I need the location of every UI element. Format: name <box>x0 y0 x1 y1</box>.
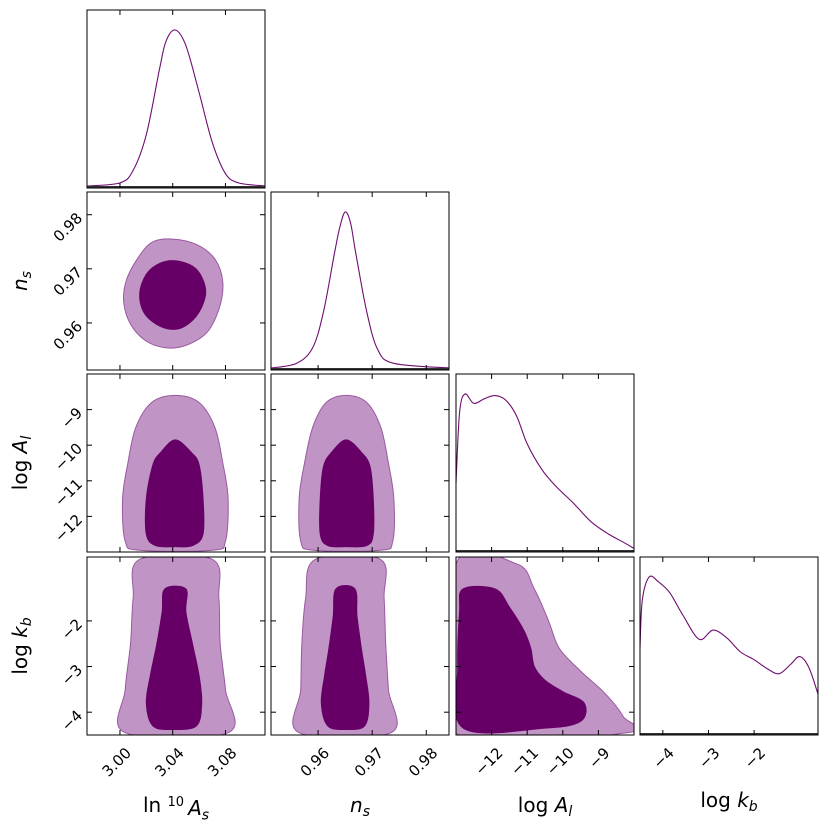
x-axis-label-ns: ns <box>350 793 370 820</box>
joint-panel-logAl-logkb <box>455 556 635 736</box>
x-tick-label-lnAs: 3.04 <box>151 744 187 780</box>
x-tick-label-ns: 0.97 <box>351 744 387 780</box>
x-tick-label-logkb: −3 <box>695 744 723 772</box>
x-tick-label-lnAs: 3.08 <box>204 744 240 780</box>
x-tick-label-logAl: −11 <box>507 744 542 779</box>
contour-group <box>298 394 395 552</box>
x-tick-label-logAl: −9 <box>585 744 613 772</box>
label-prefix: ln <box>143 793 168 817</box>
contour-68 <box>320 585 370 731</box>
panel-frame <box>86 9 266 189</box>
label-sub: s <box>202 807 209 823</box>
y-tick-label-logkb: −3 <box>58 661 86 689</box>
y-axis-label-logAl: log Al <box>8 436 35 491</box>
marginal-panel-lnAs <box>86 9 266 189</box>
label-symbol: A <box>8 440 32 456</box>
joint-panel-lnAs-ns <box>86 191 266 371</box>
label-prefix: log <box>518 793 555 817</box>
x-tick-label-logkb: −4 <box>649 744 677 772</box>
y-tick-label-logAl: −9 <box>58 404 86 432</box>
x-tick-label-ns: 0.98 <box>405 744 441 780</box>
panel-frame <box>270 556 450 736</box>
panel-frame <box>455 373 635 553</box>
label-symbol: k <box>737 788 750 812</box>
marginal-curve-logkb <box>639 575 819 695</box>
label-prefix: log <box>8 453 32 490</box>
y-tick-label-logkb: −4 <box>58 707 86 735</box>
label-sup: 10 <box>168 795 185 810</box>
y-tick-label-logkb: −2 <box>58 615 86 643</box>
panel-frame <box>455 556 635 736</box>
label-prefix: log <box>8 638 32 675</box>
label-symbol: n <box>8 278 32 291</box>
label-prefix: log <box>700 788 737 812</box>
contour-group <box>121 394 229 552</box>
panel-frame <box>86 556 266 736</box>
panel-frame <box>86 373 266 553</box>
contour-group <box>116 557 236 735</box>
x-axis-label-logAl: log Al <box>518 793 573 820</box>
label-sub: s <box>19 271 35 278</box>
contour-68 <box>139 260 207 330</box>
y-tick-label-logAl: −10 <box>51 440 86 475</box>
panel-frame <box>270 373 450 553</box>
y-axis-label-ns: ns <box>8 271 35 291</box>
joint-panel-lnAs-logAl <box>86 373 266 553</box>
label-symbol: n <box>350 793 363 817</box>
contour-group <box>292 557 398 735</box>
marginal-panel-ns <box>270 191 450 371</box>
x-axis-label-logkb: log kb <box>700 788 757 815</box>
contour-group <box>122 238 224 349</box>
y-tick-label-ns: 0.97 <box>50 263 86 299</box>
joint-panel-ns-logkb <box>270 556 450 736</box>
contour-68 <box>319 439 375 548</box>
label-symbol: k <box>8 625 32 638</box>
y-axis-label-logkb: log kb <box>8 617 35 674</box>
label-sub: l <box>19 436 35 440</box>
x-tick-label-logkb: −2 <box>741 744 769 772</box>
x-tick-label-logAl: −10 <box>543 744 578 779</box>
y-tick-label-logAl: −12 <box>51 511 86 546</box>
marginal-curve-ns <box>270 211 450 369</box>
marginal-panel-logAl <box>455 373 635 553</box>
panel-frame <box>86 191 266 371</box>
y-tick-label-logAl: −11 <box>51 475 86 510</box>
x-tick-label-ns: 0.96 <box>297 744 333 780</box>
label-sub: s <box>363 804 370 820</box>
label-sub: b <box>749 799 758 815</box>
label-sub: b <box>19 617 35 626</box>
panel-frame <box>639 556 819 736</box>
panel-frame <box>270 191 450 371</box>
x-axis-label-lnAs: ln 10 As <box>143 793 209 823</box>
marginal-panel-logkb <box>639 556 819 736</box>
y-tick-label-ns: 0.96 <box>50 317 86 353</box>
x-tick-label-logAl: −12 <box>472 744 507 779</box>
label-sub: l <box>568 804 572 820</box>
joint-panel-lnAs-logkb <box>86 556 266 736</box>
contour-group <box>456 557 634 735</box>
label-symbol: A <box>553 793 569 817</box>
y-tick-label-ns: 0.98 <box>50 209 86 245</box>
marginal-curve-logAl <box>455 393 635 549</box>
marginal-curve-lnAs <box>86 29 266 187</box>
contour-68 <box>144 439 205 548</box>
label-symbol: A <box>186 796 202 820</box>
contour-68 <box>145 585 203 731</box>
x-tick-label-lnAs: 3.00 <box>99 744 135 780</box>
joint-panel-ns-logAl <box>270 373 450 553</box>
